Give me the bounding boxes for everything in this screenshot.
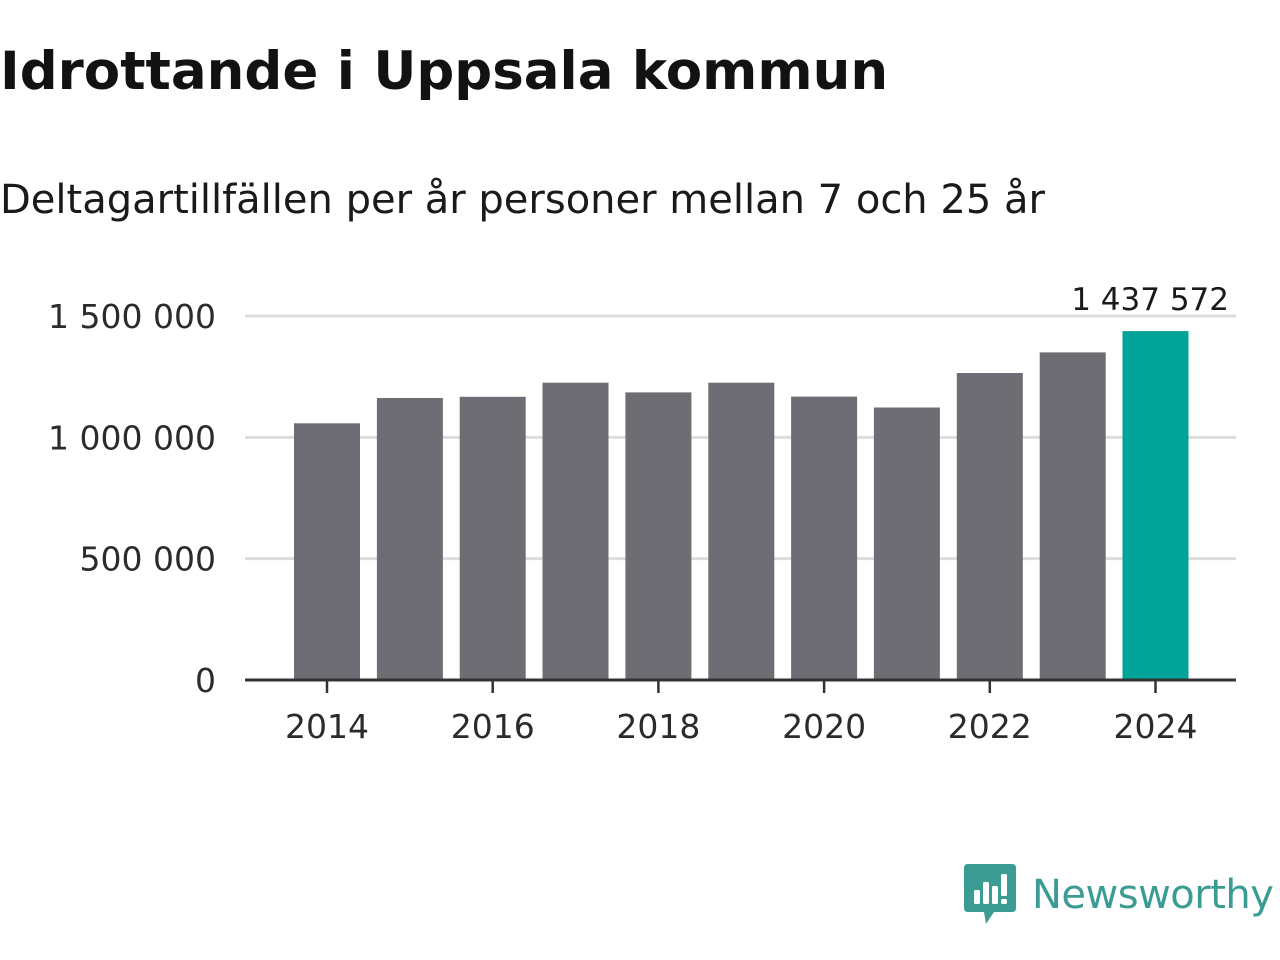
x-tick-label: 2024 — [1114, 707, 1198, 746]
data-label-2024: 1 437 572 — [1071, 282, 1229, 318]
bar — [376, 398, 443, 680]
y-tick-label: 0 — [195, 661, 216, 700]
x-tick-label: 2020 — [782, 707, 866, 746]
bar — [294, 423, 360, 680]
newsworthy-logo-icon — [964, 864, 1016, 924]
x-axis-labels: 2014 2016 2018 2020 2022 2024 — [285, 707, 1197, 746]
bar — [459, 396, 526, 680]
y-tick-label: 1 000 000 — [48, 418, 216, 457]
annotations: 1 437 572 — [1071, 282, 1229, 318]
chart-title: Idrottande i Uppsala kommun — [0, 41, 889, 102]
x-axis — [245, 678, 1236, 693]
bar — [625, 392, 692, 680]
bar — [1039, 352, 1106, 680]
newsworthy-logo: Newsworthy — [964, 864, 1274, 926]
brand-name: Newsworthy — [1032, 872, 1274, 918]
bar — [873, 407, 940, 680]
bar — [708, 382, 775, 680]
y-axis-labels: 0 500 000 1 000 000 1 500 000 — [48, 297, 216, 700]
bar — [791, 396, 858, 680]
y-tick-label: 1 500 000 — [48, 297, 216, 336]
bar — [542, 382, 609, 680]
x-tick-label: 2018 — [616, 707, 700, 746]
chart-subtitle: Deltagartillfällen per år personer mella… — [0, 177, 1045, 223]
bar-highlight — [1122, 331, 1189, 680]
x-tick-label: 2016 — [451, 707, 535, 746]
x-tick-label: 2022 — [948, 707, 1032, 746]
y-tick-label: 500 000 — [80, 540, 216, 579]
bars — [294, 331, 1189, 680]
x-tick-label: 2014 — [285, 707, 369, 746]
bar — [956, 373, 1023, 680]
